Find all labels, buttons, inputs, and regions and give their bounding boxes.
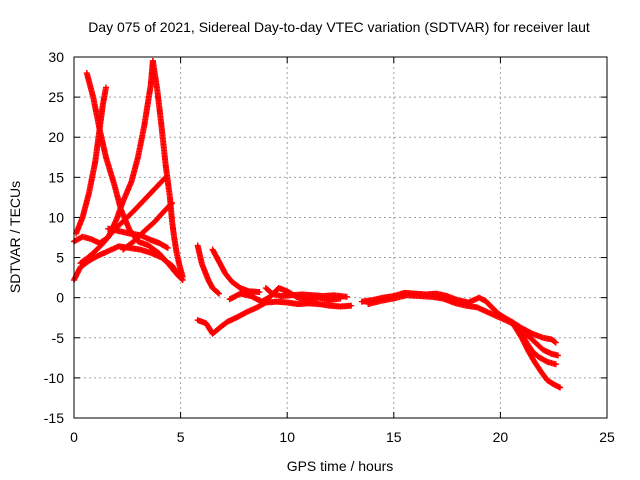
series-track-3 (71, 58, 156, 247)
series-track-9 (194, 242, 222, 297)
data-point (162, 174, 169, 181)
y-tick-label: -5 (52, 330, 65, 346)
y-tick-labels: -15 -10 -5 0 5 10 15 20 25 30 (44, 49, 64, 426)
x-tick-label: 20 (493, 429, 509, 445)
y-tick-label: 0 (56, 290, 64, 306)
y-tick-label: 5 (56, 250, 64, 266)
x-tick-label: 0 (70, 429, 78, 445)
x-tick-label: 15 (386, 429, 402, 445)
series-track-5 (73, 84, 109, 237)
data-point (256, 289, 263, 296)
x-tick-label: 10 (279, 429, 295, 445)
data-point (168, 200, 175, 207)
data-point (552, 361, 559, 368)
data-point (343, 293, 350, 300)
y-tick-label: 10 (48, 209, 64, 225)
series-track-1 (83, 70, 186, 284)
x-tick-labels: 0 5 10 15 20 25 (70, 429, 615, 445)
y-axis-label: SDTVAR / TECUs (7, 181, 23, 293)
grid-lines (74, 57, 607, 418)
series-track-10 (209, 246, 263, 296)
y-tick-label: 20 (48, 129, 64, 145)
series-track-8 (105, 225, 171, 251)
data-point (557, 384, 564, 391)
y-tick-label: -10 (44, 370, 64, 386)
data-markers (71, 58, 564, 391)
x-tick-label: 5 (177, 429, 185, 445)
data-point (179, 273, 186, 280)
data-point (215, 290, 222, 297)
x-axis-label: GPS time / hours (287, 458, 394, 474)
data-point (348, 302, 355, 309)
data-point (164, 244, 171, 251)
series-track-17 (516, 326, 559, 368)
data-point (554, 352, 561, 359)
data-point (552, 339, 559, 346)
chart-title: Day 075 of 2021, Sidereal Day-to-day VTE… (88, 19, 590, 35)
y-tick-label: -15 (44, 410, 64, 426)
series-track-13 (262, 285, 350, 300)
data-point (169, 200, 176, 207)
x-tick-label: 25 (599, 429, 615, 445)
series-track-2 (71, 243, 184, 284)
y-tick-label: 15 (48, 169, 64, 185)
axis-ticks (73, 56, 608, 419)
series-track-11 (194, 298, 355, 337)
plot-frame (73, 56, 608, 419)
data-point (102, 84, 109, 91)
data-point (551, 338, 558, 345)
data-point (161, 175, 168, 182)
data-point (214, 289, 221, 296)
y-tick-label: 30 (48, 49, 64, 65)
y-tick-label: 25 (48, 89, 64, 105)
series-track-4 (149, 58, 186, 280)
